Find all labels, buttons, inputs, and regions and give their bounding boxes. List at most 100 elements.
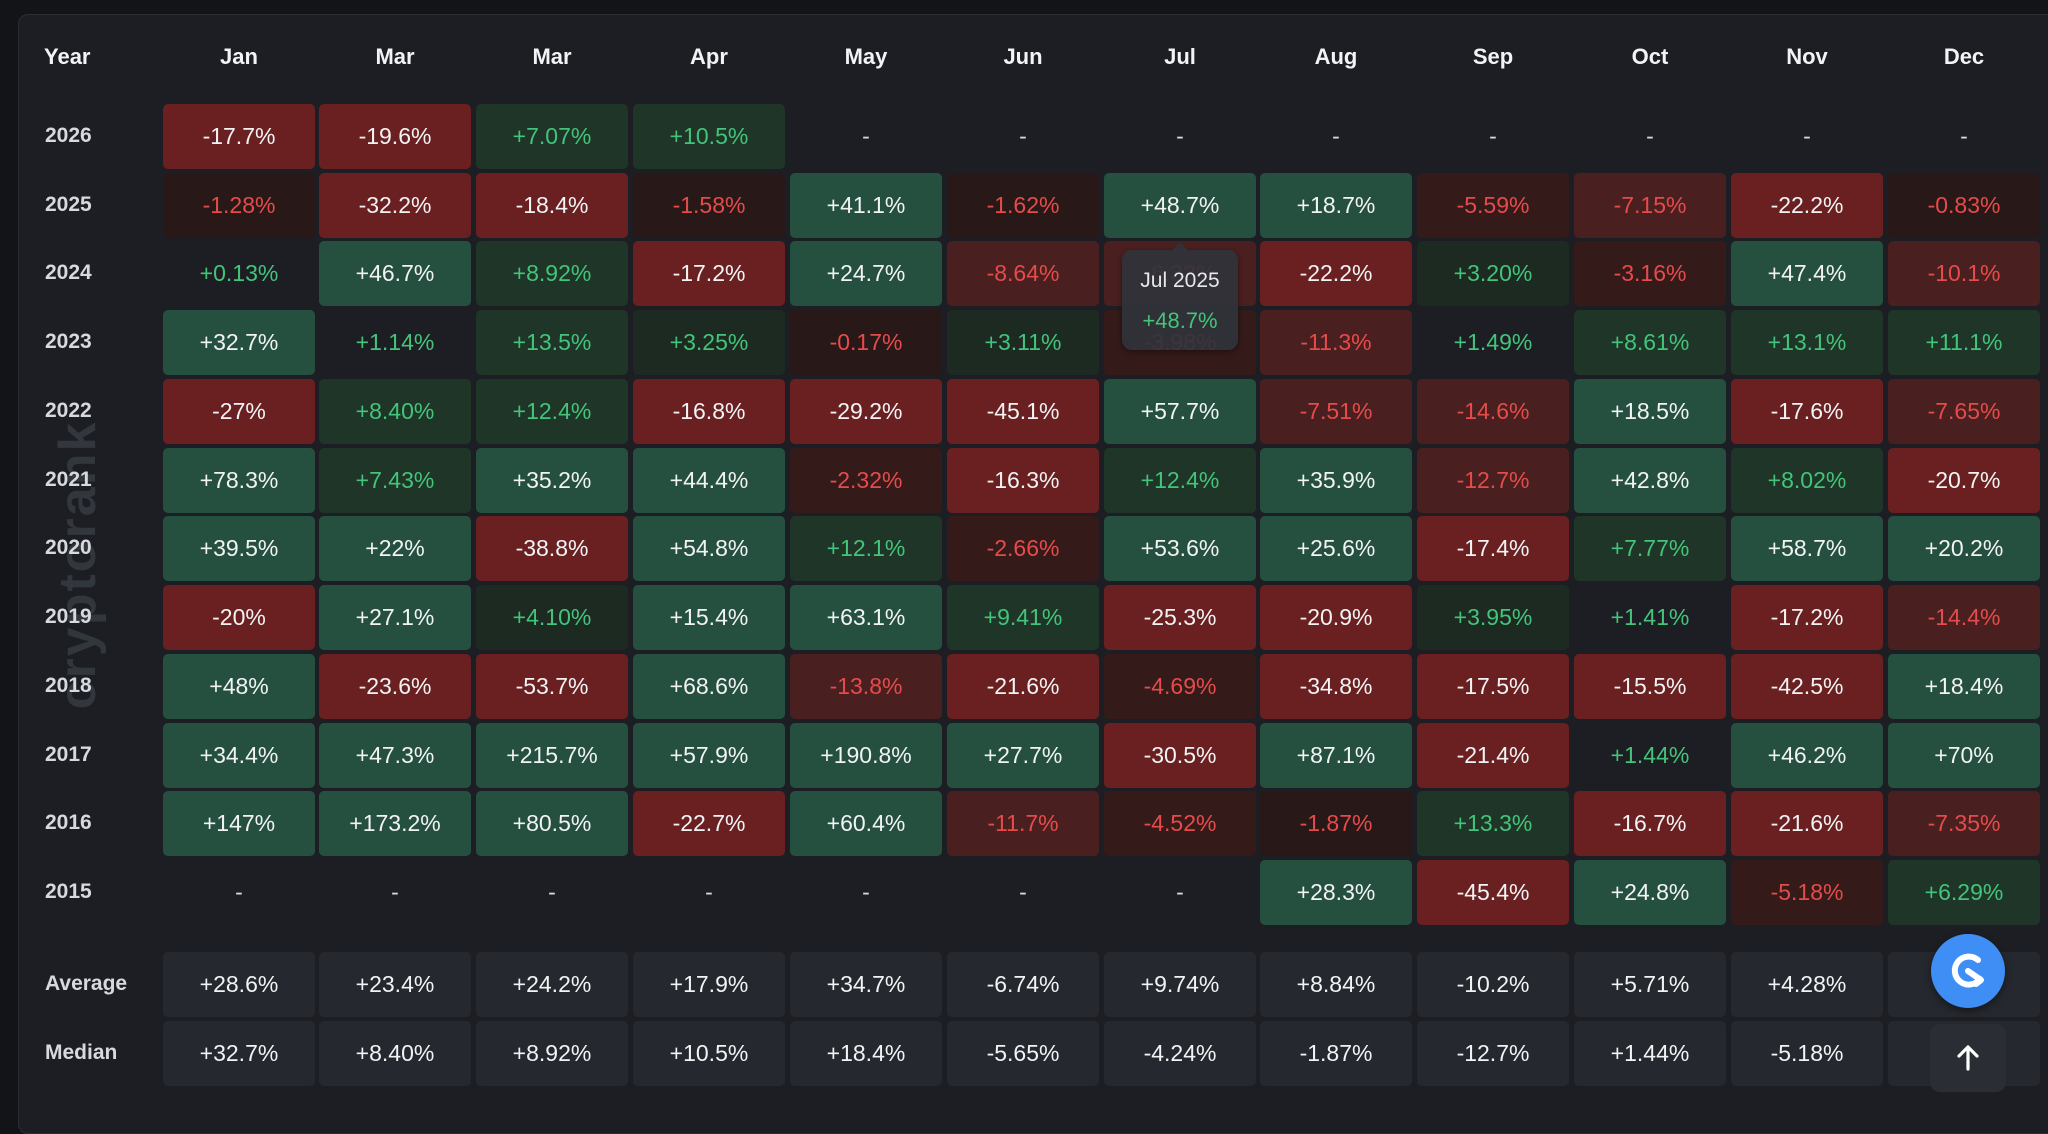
return-cell[interactable]: +3.20% — [1417, 241, 1569, 306]
return-cell[interactable]: +12.1% — [790, 516, 942, 581]
return-cell[interactable]: -42.5% — [1731, 654, 1883, 719]
return-cell[interactable]: +0.13% — [199, 260, 279, 286]
return-cell[interactable]: +46.7% — [319, 241, 471, 306]
return-cell[interactable]: +6.29% — [1888, 860, 2040, 925]
return-cell[interactable]: -0.17% — [790, 310, 942, 375]
return-cell[interactable]: -1.87% — [1260, 791, 1412, 856]
return-cell[interactable]: -45.4% — [1417, 860, 1569, 925]
return-cell[interactable]: +20.2% — [1888, 516, 2040, 581]
return-cell[interactable]: -4.69% — [1104, 654, 1256, 719]
return-cell[interactable]: +12.4% — [1104, 448, 1256, 513]
return-cell[interactable]: +7.43% — [319, 448, 471, 513]
return-cell[interactable]: -7.35% — [1888, 791, 2040, 856]
return-cell[interactable]: +18.7% — [1260, 173, 1412, 238]
return-cell[interactable]: -22.2% — [1731, 173, 1883, 238]
return-cell[interactable]: +9.41% — [947, 585, 1099, 650]
return-cell[interactable]: -12.7% — [1417, 448, 1569, 513]
return-cell[interactable]: +3.95% — [1417, 585, 1569, 650]
return-cell[interactable]: -17.6% — [1731, 379, 1883, 444]
return-cell[interactable]: +18.4% — [1888, 654, 2040, 719]
return-cell[interactable]: +147% — [163, 791, 315, 856]
assistant-button[interactable] — [1931, 934, 2005, 1008]
return-cell[interactable]: -23.6% — [319, 654, 471, 719]
return-cell[interactable]: +22% — [319, 516, 471, 581]
return-cell[interactable]: -16.3% — [947, 448, 1099, 513]
return-cell[interactable]: +68.6% — [633, 654, 785, 719]
return-cell[interactable]: +8.61% — [1574, 310, 1726, 375]
return-cell[interactable]: +13.3% — [1417, 791, 1569, 856]
return-cell[interactable]: +57.9% — [633, 723, 785, 788]
return-cell[interactable]: +4.10% — [476, 585, 628, 650]
return-cell[interactable]: +1.49% — [1453, 329, 1533, 355]
return-cell[interactable]: -7.65% — [1888, 379, 2040, 444]
return-cell[interactable]: -34.8% — [1260, 654, 1412, 719]
return-cell[interactable]: +39.5% — [163, 516, 315, 581]
return-cell[interactable]: +24.7% — [790, 241, 942, 306]
return-cell[interactable]: -22.7% — [633, 791, 785, 856]
return-cell[interactable]: +34.4% — [163, 723, 315, 788]
return-cell[interactable]: -13.8% — [790, 654, 942, 719]
return-cell[interactable]: -4.52% — [1104, 791, 1256, 856]
return-cell[interactable]: -14.4% — [1888, 585, 2040, 650]
return-cell[interactable]: -38.8% — [476, 516, 628, 581]
return-cell[interactable]: -45.1% — [947, 379, 1099, 444]
return-cell[interactable]: +11.1% — [1888, 310, 2040, 375]
return-cell[interactable]: -53.7% — [476, 654, 628, 719]
return-cell[interactable]: +13.5% — [476, 310, 628, 375]
return-cell[interactable]: +58.7% — [1731, 516, 1883, 581]
return-cell[interactable]: +53.6% — [1104, 516, 1256, 581]
return-cell[interactable]: +27.1% — [319, 585, 471, 650]
return-cell[interactable]: +70% — [1888, 723, 2040, 788]
return-cell[interactable]: +35.2% — [476, 448, 628, 513]
return-cell[interactable]: -0.83% — [1888, 173, 2040, 238]
return-cell[interactable]: -21.6% — [1731, 791, 1883, 856]
return-cell[interactable]: +12.4% — [476, 379, 628, 444]
return-cell[interactable]: -17.4% — [1417, 516, 1569, 581]
return-cell[interactable]: +3.11% — [947, 310, 1099, 375]
return-cell[interactable]: -2.66% — [947, 516, 1099, 581]
return-cell[interactable]: -21.4% — [1417, 723, 1569, 788]
return-cell[interactable]: +24.8% — [1574, 860, 1726, 925]
return-cell[interactable]: +46.2% — [1731, 723, 1883, 788]
return-cell[interactable]: -20.9% — [1260, 585, 1412, 650]
return-cell[interactable]: +3.25% — [633, 310, 785, 375]
return-cell[interactable]: +10.5% — [633, 104, 785, 169]
return-cell[interactable]: +35.9% — [1260, 448, 1412, 513]
return-cell[interactable]: -17.5% — [1417, 654, 1569, 719]
return-cell[interactable]: -3.16% — [1574, 241, 1726, 306]
return-cell[interactable]: -5.59% — [1417, 173, 1569, 238]
return-cell[interactable]: +47.4% — [1731, 241, 1883, 306]
return-cell[interactable]: -1.62% — [947, 173, 1099, 238]
return-cell[interactable]: -32.2% — [319, 173, 471, 238]
return-cell[interactable]: +8.92% — [476, 241, 628, 306]
return-cell[interactable]: -5.18% — [1731, 860, 1883, 925]
return-cell[interactable]: -14.6% — [1417, 379, 1569, 444]
return-cell[interactable]: -8.64% — [947, 241, 1099, 306]
return-cell[interactable]: -17.7% — [163, 104, 315, 169]
return-cell[interactable]: +48.7% — [1104, 173, 1256, 238]
return-cell[interactable]: +190.8% — [790, 723, 942, 788]
return-cell[interactable]: +60.4% — [790, 791, 942, 856]
return-cell[interactable]: -20% — [163, 585, 315, 650]
return-cell[interactable]: -20.7% — [1888, 448, 2040, 513]
return-cell[interactable]: -25.3% — [1104, 585, 1256, 650]
return-cell[interactable]: +1.14% — [355, 329, 435, 355]
return-cell[interactable]: -30.5% — [1104, 723, 1256, 788]
return-cell[interactable]: -18.4% — [476, 173, 628, 238]
return-cell[interactable]: +78.3% — [163, 448, 315, 513]
return-cell[interactable]: +8.40% — [319, 379, 471, 444]
return-cell[interactable]: +87.1% — [1260, 723, 1412, 788]
return-cell[interactable]: +63.1% — [790, 585, 942, 650]
return-cell[interactable]: +7.77% — [1574, 516, 1726, 581]
return-cell[interactable]: -15.5% — [1574, 654, 1726, 719]
return-cell[interactable]: +27.7% — [947, 723, 1099, 788]
return-cell[interactable]: +32.7% — [163, 310, 315, 375]
return-cell[interactable]: +15.4% — [633, 585, 785, 650]
return-cell[interactable]: -16.8% — [633, 379, 785, 444]
return-cell[interactable]: -7.51% — [1260, 379, 1412, 444]
return-cell[interactable]: +54.8% — [633, 516, 785, 581]
return-cell[interactable]: +80.5% — [476, 791, 628, 856]
return-cell[interactable]: +8.02% — [1731, 448, 1883, 513]
return-cell[interactable]: +44.4% — [633, 448, 785, 513]
return-cell[interactable]: -29.2% — [790, 379, 942, 444]
